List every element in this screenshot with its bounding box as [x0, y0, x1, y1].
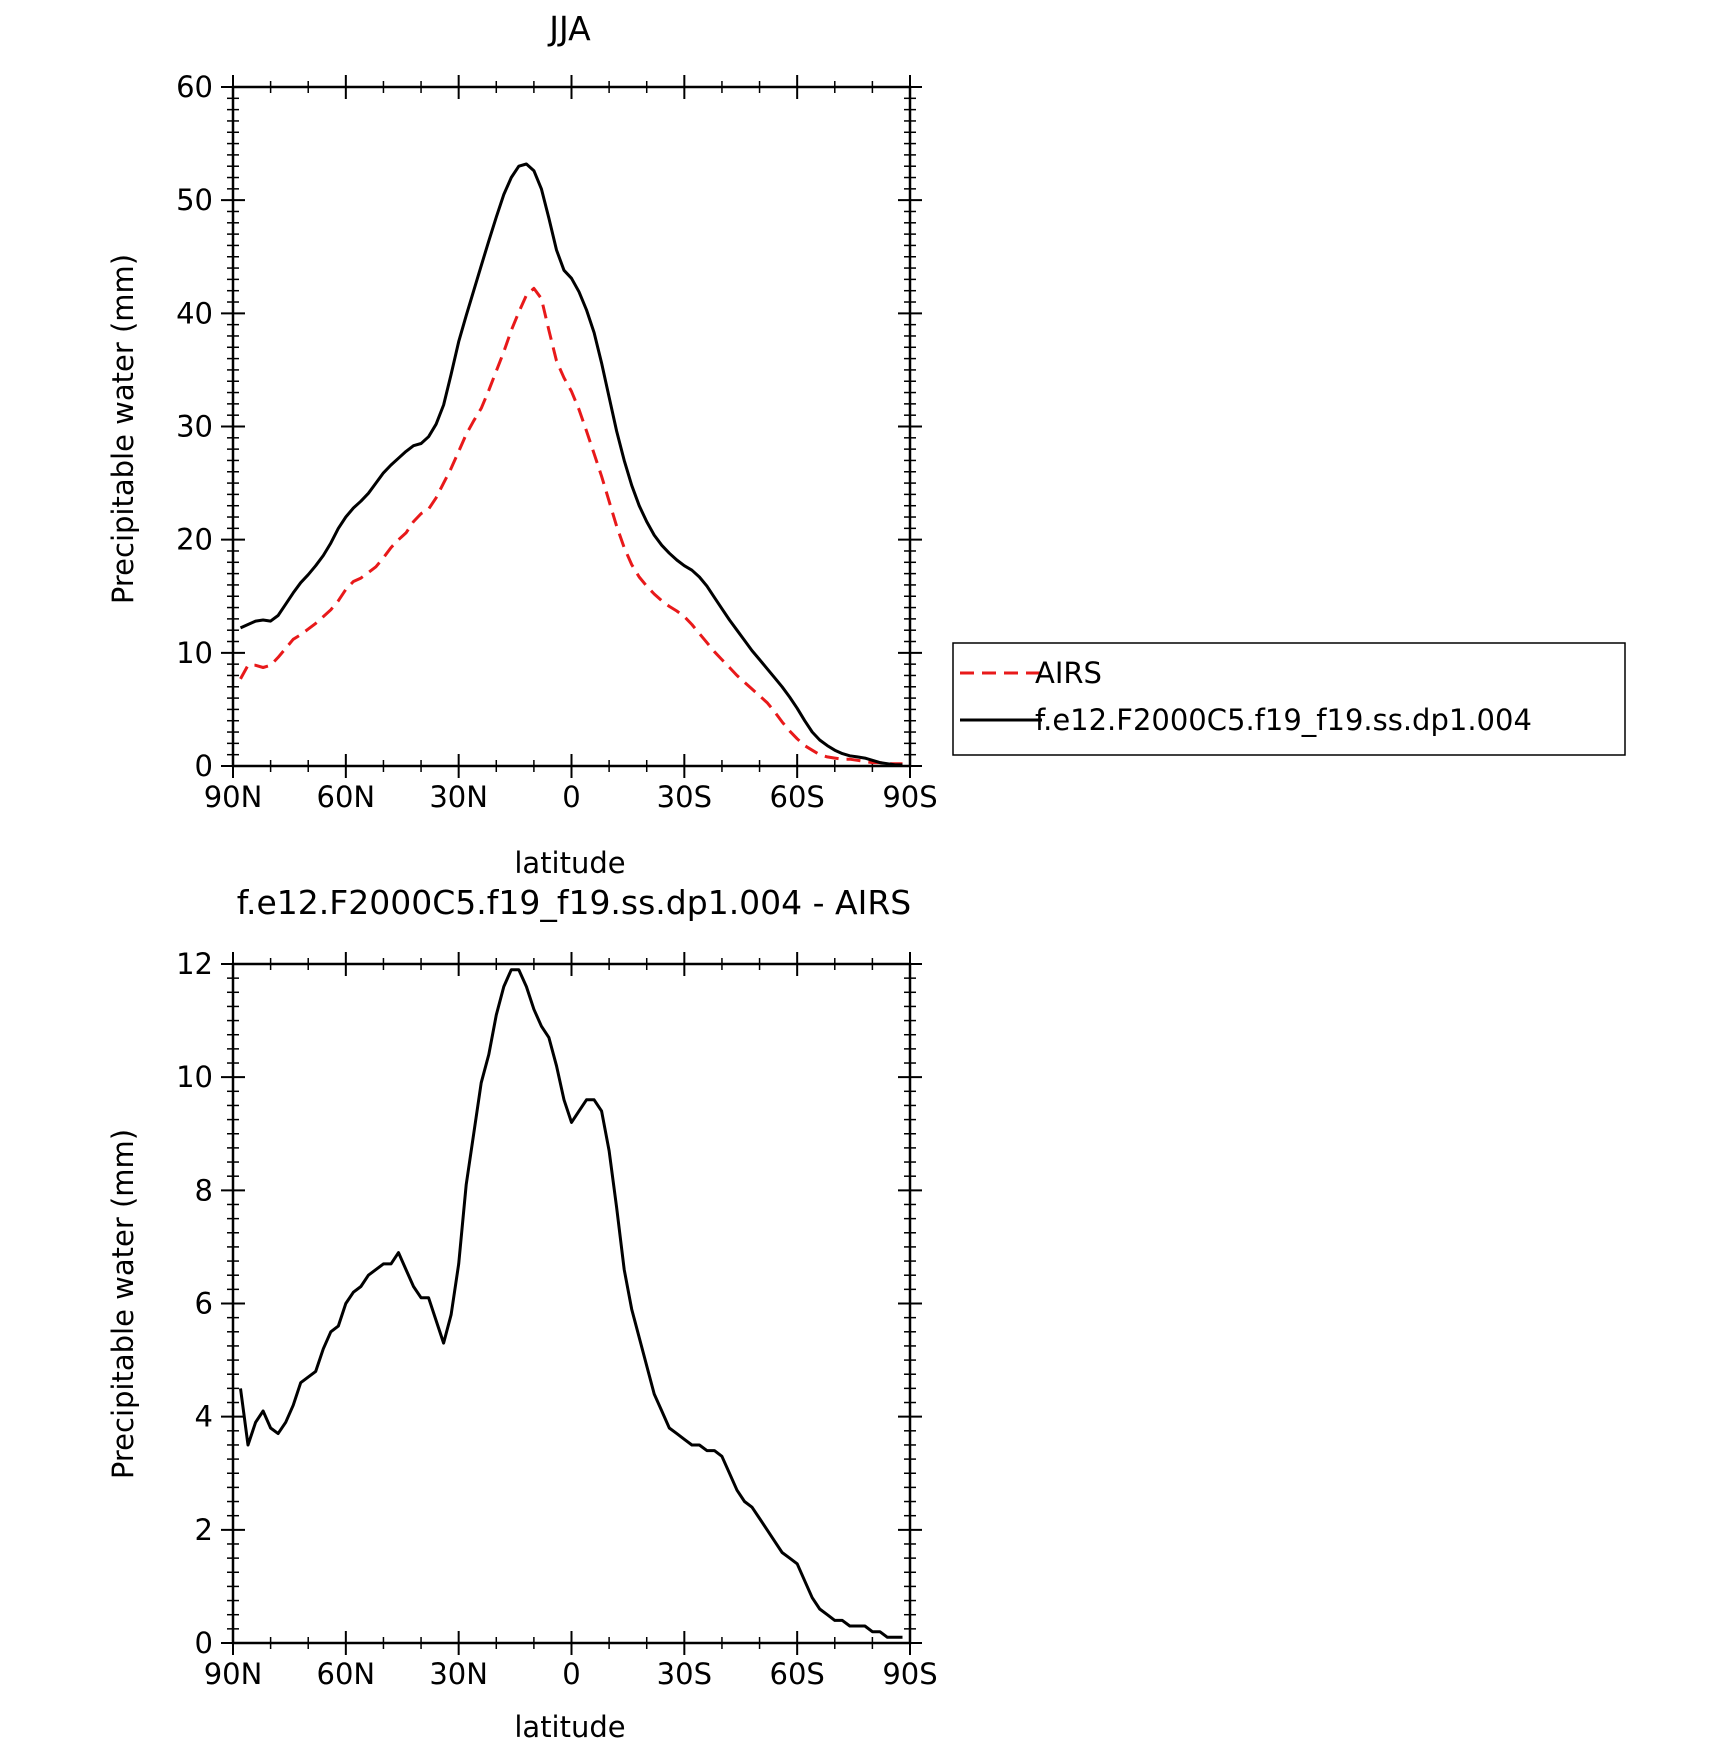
y-tick-label: 10 — [176, 1060, 213, 1094]
legend-entry-airs: AIRS — [1035, 656, 1102, 690]
x-tick-label: 30N — [429, 780, 488, 814]
x-tick-label: 90N — [204, 780, 263, 814]
y-tick-label: 2 — [195, 1513, 213, 1547]
series-line-bottom-0 — [239, 968, 903, 1639]
x-tick-label: 60N — [317, 780, 376, 814]
y-tick-label: 20 — [176, 523, 213, 557]
y-tick-label: 4 — [195, 1400, 213, 1434]
series-line-top-1 — [239, 162, 903, 767]
panel-bottom-plot-area: 0 2 4 6 8 10 12 90N 60N 30N 0 30S 60S 90S — [176, 947, 938, 1691]
x-tick-label: 90N — [204, 1657, 263, 1691]
panel-bottom-ylabel: Precipitable water (mm) — [106, 1129, 140, 1479]
panel-top-plot-area: 0 10 20 30 40 50 60 90N 60N 30N 0 30S 60S 90S — [176, 70, 938, 814]
y-tick-label: 6 — [195, 1287, 213, 1321]
legend-entry-model: f.e12.F2000C5.f19_f19.ss.dp1.004 — [1035, 703, 1532, 737]
x-tick-label: 90S — [882, 1657, 937, 1691]
y-tick-label: 12 — [176, 947, 213, 981]
y-tick-label: 0 — [195, 749, 213, 783]
panel-top: JJA 0 10 20 30 40 50 60 90N 60N 30N 0 30S 60S 90S lat… — [106, 9, 1626, 880]
legend: AIRS f.e12.F2000C5.f19_f19.ss.dp1.004 — [952, 642, 1626, 756]
panel-bottom-xlabel: latitude — [514, 1710, 625, 1741]
y-tick-label: 0 — [195, 1626, 213, 1660]
x-tick-label: 60S — [770, 780, 825, 814]
x-tick-label: 30S — [657, 780, 712, 814]
y-tick-label: 30 — [176, 410, 213, 444]
panel-bottom: f.e12.F2000C5.f19_f19.ss.dp1.004 - AIRS … — [106, 883, 938, 1741]
y-tick-label: 60 — [176, 70, 213, 104]
x-tick-label: 0 — [562, 780, 580, 814]
x-tick-label: 60N — [317, 1657, 376, 1691]
y-tick-label: 8 — [195, 1173, 213, 1207]
x-tick-label: 30N — [429, 1657, 488, 1691]
x-tick-label: 90S — [882, 780, 937, 814]
y-tick-label: 10 — [176, 636, 213, 670]
x-tick-label: 60S — [770, 1657, 825, 1691]
x-tick-label: 30S — [657, 1657, 712, 1691]
y-tick-label: 40 — [176, 296, 213, 330]
panel-bottom-title: f.e12.F2000C5.f19_f19.ss.dp1.004 - AIRS — [237, 883, 912, 922]
x-tick-label: 0 — [562, 1657, 580, 1691]
panel-top-title: JJA — [547, 9, 591, 48]
panel-top-ylabel: Precipitable water (mm) — [106, 254, 140, 604]
panel-top-xlabel: latitude — [514, 846, 625, 880]
legend-box — [952, 642, 1626, 756]
series-line-top-0 — [239, 286, 903, 766]
y-tick-label: 50 — [176, 183, 213, 217]
